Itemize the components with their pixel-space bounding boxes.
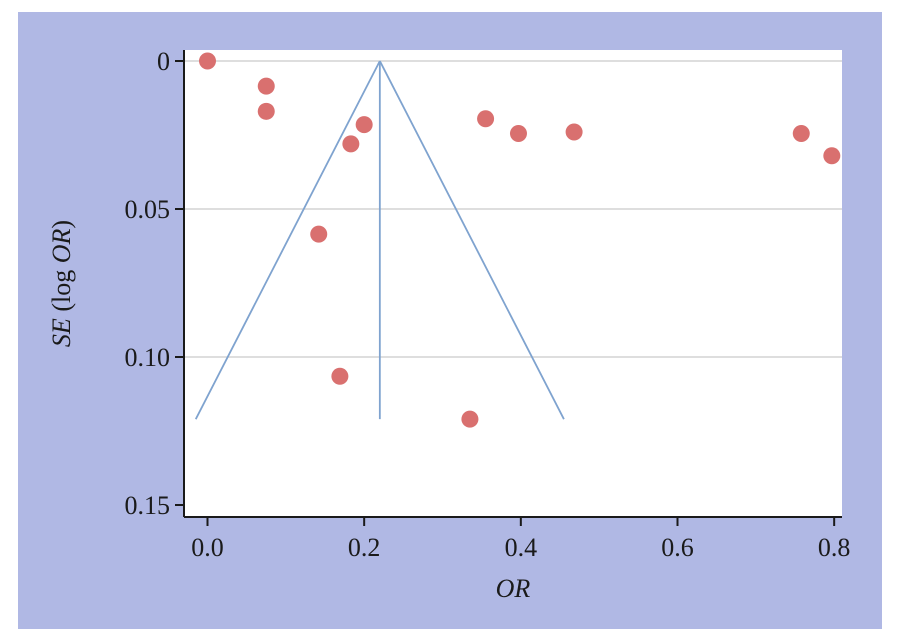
chart-frame: 0 0.05 0.10 0.15 0.0 0.2 0.4 0.6 0.8 OR SE (log … bbox=[18, 12, 882, 629]
y-tick-label: 0.10 bbox=[125, 343, 171, 372]
data-point bbox=[461, 410, 479, 428]
y-axis-title-close: ) bbox=[47, 220, 76, 229]
y-tick-label: 0.15 bbox=[125, 491, 171, 520]
x-tick-label: 0.2 bbox=[348, 533, 381, 562]
data-point bbox=[331, 367, 349, 385]
y-tick-label: 0 bbox=[157, 47, 170, 76]
axes: 0 0.05 0.10 0.15 0.0 0.2 0.4 0.6 0.8 bbox=[125, 47, 851, 562]
data-point bbox=[310, 225, 328, 243]
data-points bbox=[199, 52, 841, 428]
x-axis-title: OR bbox=[496, 574, 531, 603]
data-point bbox=[823, 147, 841, 165]
data-point bbox=[477, 110, 495, 128]
y-axis-title-se: SE bbox=[47, 318, 76, 347]
x-tick-label: 0.4 bbox=[505, 533, 538, 562]
x-tick-label: 0.6 bbox=[661, 533, 694, 562]
data-point bbox=[342, 135, 360, 153]
y-axis-title: SE (log OR) bbox=[47, 220, 76, 347]
plot-area bbox=[184, 50, 842, 517]
data-point bbox=[509, 125, 527, 143]
data-point bbox=[565, 123, 583, 141]
y-axis-title-mid: (log bbox=[47, 263, 76, 318]
data-point bbox=[355, 116, 373, 134]
data-point bbox=[792, 125, 810, 143]
gridlines bbox=[184, 60, 842, 358]
funnel-lines bbox=[194, 60, 565, 420]
funnel-right-line bbox=[379, 60, 565, 420]
y-tick-label: 0.05 bbox=[125, 195, 171, 224]
y-axis-title-or: OR bbox=[47, 229, 76, 264]
data-point bbox=[257, 102, 275, 120]
data-point bbox=[257, 77, 275, 95]
x-tick-label: 0.0 bbox=[191, 533, 224, 562]
data-point bbox=[199, 52, 216, 70]
funnel-left-line bbox=[194, 60, 381, 420]
x-tick-label: 0.8 bbox=[818, 533, 851, 562]
funnel-plot: 0 0.05 0.10 0.15 0.0 0.2 0.4 0.6 0.8 OR SE (log … bbox=[47, 47, 851, 603]
